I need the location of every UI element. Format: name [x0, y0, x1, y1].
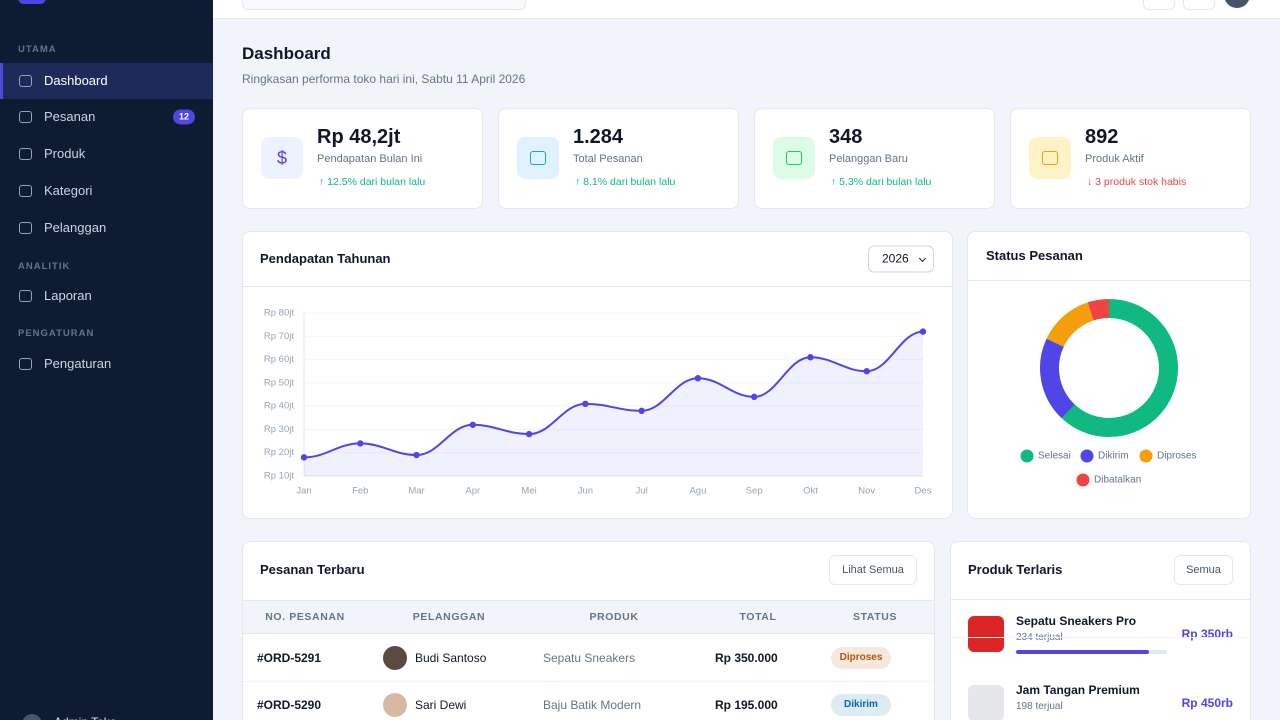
nav-item[interactable]: Dashboard: [44, 73, 108, 88]
nav-item[interactable]: Pesanan: [44, 109, 96, 124]
user-avatar: [22, 714, 42, 720]
stat-icon: [517, 137, 559, 179]
stat-icon: [1029, 137, 1071, 179]
row-divider: [243, 681, 934, 682]
search-box[interactable]: [242, 0, 526, 10]
icon-button[interactable]: [1143, 0, 1175, 10]
stat-value: 1.284: [573, 126, 624, 148]
product-image: [968, 685, 1004, 720]
user-avatar[interactable]: [1224, 0, 1250, 8]
order-total: Rp 350.000: [715, 651, 778, 665]
stat-value: 348: [829, 126, 863, 148]
product-name[interactable]: Jam Tangan Premium: [1016, 683, 1140, 697]
nav-icon: [19, 75, 32, 87]
column-header: TOTAL: [739, 611, 777, 623]
status-badge: Diproses: [831, 647, 891, 669]
nav-item[interactable]: Laporan: [44, 288, 92, 303]
button[interactable]: Semua: [1174, 555, 1233, 585]
chart-card: [967, 231, 1251, 519]
chart-title: Status Pesanan: [986, 248, 1083, 263]
button[interactable]: Lihat Semua: [829, 555, 917, 585]
product-image: [968, 616, 1004, 652]
product-name: Sepatu Sneakers: [543, 651, 636, 665]
customer-name: Sari Dewi: [415, 698, 467, 712]
stat-change: ↑ 8.1% dari bulan lalu: [575, 176, 676, 188]
product-price: Rp 450rb: [1181, 696, 1233, 710]
nav-item[interactable]: Pengaturan: [44, 356, 112, 371]
product-name[interactable]: Sepatu Sneakers Pro: [1016, 614, 1137, 628]
nav-icon: [19, 111, 32, 123]
divider: [951, 599, 1250, 600]
nav-section-label: PENGATURAN: [18, 328, 95, 339]
nav-icon: [19, 222, 32, 234]
customer-name: Budi Santoso: [415, 651, 487, 665]
stat-label: Pelanggan Baru: [829, 153, 908, 165]
card-title: Produk Terlaris: [968, 562, 1063, 577]
stat-icon: $: [261, 137, 303, 179]
order-id[interactable]: #ORD-5290: [257, 698, 322, 712]
product-sold: 198 terjual: [1016, 701, 1063, 712]
user-name: Admin Toko: [54, 714, 116, 720]
product-price: Rp 350rb: [1181, 627, 1233, 641]
column-header: PELANGGAN: [412, 611, 486, 623]
logo: [18, 0, 46, 4]
stat-label: Pendapatan Bulan Ini: [317, 153, 423, 165]
stat-change: ↑ 12.5% dari bulan lalu: [319, 176, 426, 188]
nav-badge: 12: [173, 109, 195, 125]
divider: [951, 637, 1250, 638]
nav-icon: [19, 185, 32, 197]
nav-item[interactable]: Pelanggan: [44, 220, 107, 235]
stat-icon-glyph: [786, 151, 802, 165]
customer-avatar: [383, 693, 407, 717]
column-header: PRODUK: [589, 611, 639, 623]
column-header: STATUS: [852, 611, 898, 623]
divider: [968, 280, 1250, 281]
chart-title: Pendapatan Tahunan: [260, 251, 391, 266]
stat-label: Total Pesanan: [573, 153, 643, 165]
status-badge: Dikirim: [831, 694, 891, 716]
nav-icon: [19, 358, 32, 370]
product-name: Baju Batik Modern: [543, 698, 642, 712]
nav-icon: [19, 148, 32, 160]
order-id[interactable]: #ORD-5291: [257, 651, 322, 665]
nav-section-label: UTAMA: [18, 44, 57, 55]
nav-item[interactable]: Kategori: [44, 183, 93, 198]
stat-value: 892: [1085, 126, 1119, 148]
column-header: NO. PESANAN: [265, 611, 345, 623]
stat-change: ↑ 5.3% dari bulan lalu: [831, 176, 932, 188]
nav-icon: [19, 290, 32, 302]
stat-icon-glyph: [1042, 151, 1058, 165]
icon-button[interactable]: [1183, 0, 1215, 10]
chart-card: [242, 231, 953, 519]
product-sold: 234 terjual: [1016, 630, 1063, 646]
stat-label: Produk Aktif: [1085, 153, 1144, 165]
customer-avatar: [383, 646, 407, 670]
card-title: Pesanan Terbaru: [260, 562, 365, 577]
divider: [243, 286, 952, 287]
year-select[interactable]: 2026: [868, 245, 934, 273]
progress-bar: [1016, 650, 1149, 654]
nav-active-bg: [0, 63, 213, 99]
table-header: [243, 600, 934, 634]
page-subtitle: Ringkasan performa toko hari ini, Sabtu …: [242, 72, 526, 86]
nav-section-label: ANALITIK: [18, 261, 71, 272]
stat-icon-glyph: [530, 151, 546, 165]
order-total: Rp 195.000: [715, 698, 778, 712]
stat-icon: [773, 137, 815, 179]
stat-value: Rp 48,2jt: [317, 126, 401, 148]
page-title: Dashboard: [242, 44, 331, 63]
nav-item[interactable]: Produk: [44, 146, 86, 161]
stat-change: ↓ 3 produk stok habis: [1087, 176, 1187, 188]
